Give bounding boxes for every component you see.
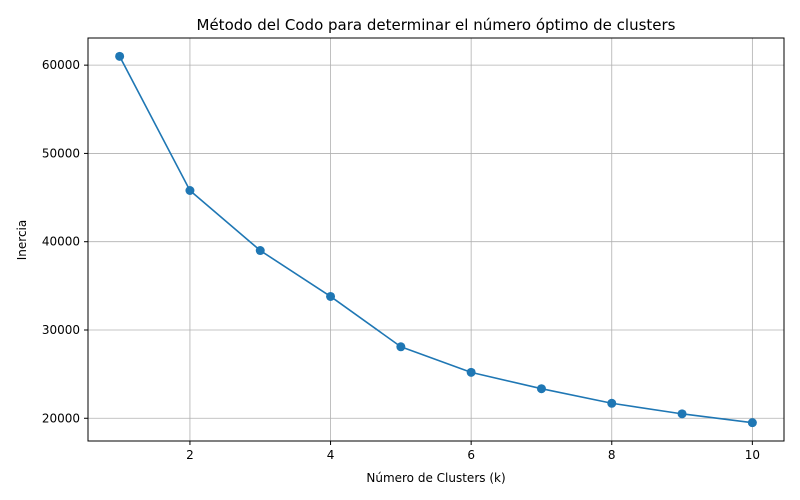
data-point — [326, 291, 336, 301]
data-point — [255, 246, 265, 256]
x-tick-label: 4 — [327, 448, 335, 462]
chart-title: Método del Codo para determinar el númer… — [197, 16, 676, 34]
data-point — [607, 398, 617, 408]
series — [115, 51, 757, 428]
y-tick-label: 60000 — [42, 58, 80, 72]
x-tick-label: 10 — [745, 448, 760, 462]
axes — [87, 37, 785, 442]
plot-frame — [87, 37, 785, 442]
data-point — [115, 51, 125, 61]
x-tick-label: 2 — [186, 448, 194, 462]
data-point — [396, 342, 406, 352]
x-tick-label: 8 — [608, 448, 616, 462]
x-axis-label: Número de Clusters (k) — [366, 471, 505, 485]
grid — [88, 38, 784, 441]
y-tick-label: 20000 — [42, 411, 80, 425]
data-point — [536, 384, 546, 394]
data-point — [677, 409, 687, 419]
data-point — [185, 186, 195, 196]
ticks: 2 4 6 8 10 20000 30000 40000 50000 60000 — [42, 58, 760, 462]
y-tick-label: 40000 — [42, 235, 80, 249]
y-tick-label: 30000 — [42, 323, 80, 337]
y-tick-label: 50000 — [42, 146, 80, 160]
data-point — [747, 418, 757, 428]
data-point — [466, 367, 476, 377]
x-tick-label: 6 — [467, 448, 475, 462]
y-axis-label: Inercia — [15, 220, 29, 260]
series-line — [118, 55, 753, 424]
